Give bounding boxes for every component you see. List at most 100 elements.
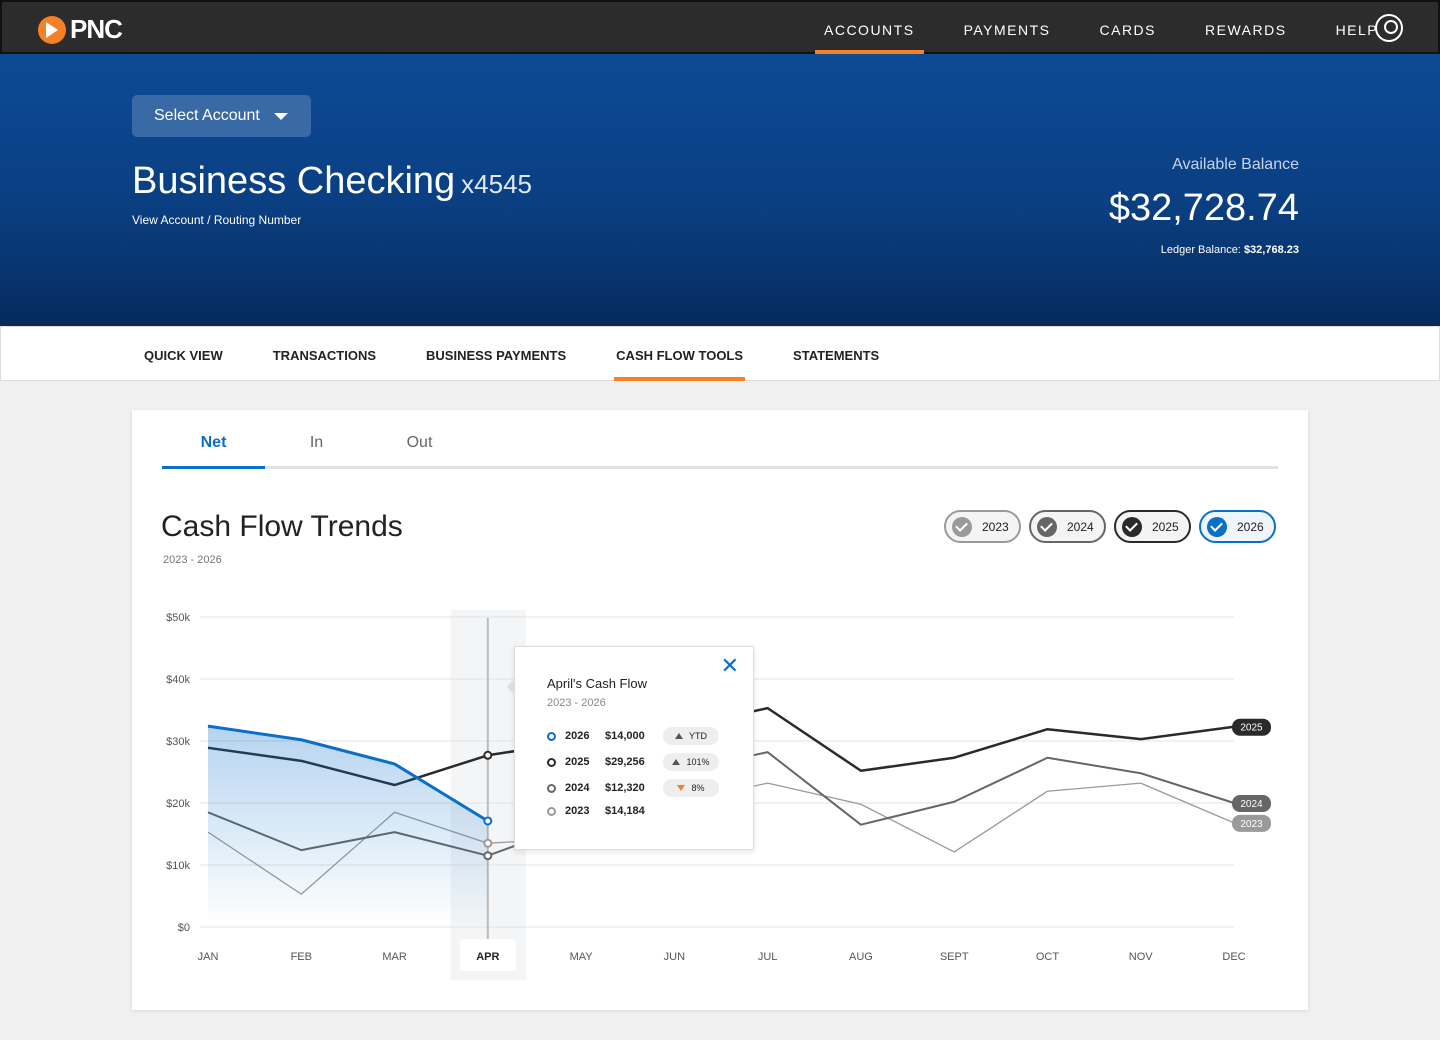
tab[interactable]: BUSINESS PAYMENTS xyxy=(426,348,567,363)
top-nav: PNC ACCOUNTS PAYMENTS CARDS REWARDS HELP xyxy=(0,0,1440,54)
x-tick-label: JUL xyxy=(758,951,778,963)
subtabs: Net In Out xyxy=(162,410,1278,469)
row-amount: $12,320 xyxy=(605,782,645,794)
tooltip-row: 2026 $14,000 YTD xyxy=(547,727,719,745)
change-badge: 8% xyxy=(663,779,719,797)
x-tick-label: MAY xyxy=(570,951,594,963)
account-name: Business Checking x4545 xyxy=(132,160,532,203)
select-account[interactable]: Select Account xyxy=(132,95,311,137)
account-header: Select Account Business Checking x4545 Vi… xyxy=(0,54,1440,326)
nav-item[interactable]: PAYMENTS xyxy=(963,22,1051,38)
ledger-label: Ledger Balance: xyxy=(1160,244,1241,256)
end-label: 2023 xyxy=(1240,819,1263,830)
nav-item[interactable]: HELP xyxy=(1335,22,1379,38)
logo-text: PNC xyxy=(70,14,123,44)
x-tick-label: FEB xyxy=(291,951,312,963)
balance-label: Available Balance xyxy=(1172,156,1299,173)
subtab[interactable]: Net xyxy=(162,410,265,469)
nav-item[interactable]: REWARDS xyxy=(1205,22,1287,38)
change-text: YTD xyxy=(689,731,707,741)
y-tick-label: $40k xyxy=(166,674,190,686)
y-tick-label: $20k xyxy=(166,798,190,810)
x-tick-label: JUN xyxy=(664,951,685,963)
row-year: 2024 xyxy=(565,782,590,794)
end-label-bg xyxy=(1232,795,1271,812)
logo[interactable]: PNC xyxy=(38,14,123,45)
y-tick-label: $50k xyxy=(166,612,190,624)
account-number: x4545 xyxy=(461,169,533,199)
tooltip-subtitle: 2023 - 2026 xyxy=(547,697,606,709)
account-title: Business Checking xyxy=(132,160,456,202)
y-tick-label: $30k xyxy=(166,736,190,748)
row-amount: $29,256 xyxy=(605,756,645,768)
change-badge: 101% xyxy=(663,753,719,771)
tab[interactable]: CASH FLOW TOOLS xyxy=(614,327,746,381)
x-tick-label: SEPT xyxy=(940,951,969,963)
ledger: Ledger Balance: $32,768.23 xyxy=(1161,244,1299,256)
series-area xyxy=(208,726,488,927)
row-year: 2023 xyxy=(565,805,590,817)
user-icon[interactable] xyxy=(1375,14,1403,42)
row-amount: $14,000 xyxy=(605,730,645,742)
y-tick-label: $0 xyxy=(178,922,190,934)
x-tick-label: NOV xyxy=(1129,951,1154,963)
x-tick-label: AUG xyxy=(849,951,873,963)
x-tick-label: MAR xyxy=(382,951,407,963)
x-tick-label: OCT xyxy=(1036,951,1060,963)
legend-label: 2025 xyxy=(1152,519,1179,534)
series-line xyxy=(207,724,489,823)
x-tick-label: JAN xyxy=(198,951,219,963)
ledger-value: $32,768.23 xyxy=(1243,244,1299,256)
end-label: 2024 xyxy=(1240,799,1263,810)
y-tick-label: $10k xyxy=(166,860,190,872)
change-text: 8% xyxy=(691,783,705,793)
legend-label: 2023 xyxy=(982,519,1009,534)
change-badge: YTD xyxy=(663,727,719,745)
balance: $32,728.74 xyxy=(1108,187,1299,229)
selected-point xyxy=(483,750,493,760)
nav-item[interactable]: ACCOUNTS xyxy=(815,2,924,54)
tooltip: ✕ April's Cash Flow 2023 - 2026 2026 $14,… xyxy=(507,646,754,850)
tab[interactable]: QUICK VIEW xyxy=(144,348,223,363)
cash-flow-card: Net In Out Cash Flow Trends 2023 - 2026 $0… xyxy=(132,410,1308,1010)
legend-chip[interactable]: 2026 xyxy=(1199,510,1276,543)
subtab[interactable]: Out xyxy=(406,434,433,451)
tab[interactable]: TRANSACTIONS xyxy=(272,348,377,363)
close-button[interactable]: ✕ xyxy=(720,653,739,678)
check-icon xyxy=(1122,516,1142,537)
selected-label-bg xyxy=(459,939,516,971)
subtab[interactable]: In xyxy=(309,434,324,451)
nav-item[interactable]: CARDS xyxy=(1099,22,1157,38)
selected-point xyxy=(483,838,493,848)
tooltip-row: 2025 $29,256 101% xyxy=(547,753,719,771)
legend-chip[interactable]: 2023 xyxy=(944,510,1021,543)
chart-title: Cash Flow Trends xyxy=(161,510,403,543)
legend-label: 2026 xyxy=(1237,519,1264,534)
check-icon xyxy=(1037,516,1057,537)
selected-point xyxy=(483,851,493,861)
end-label-bg xyxy=(1232,718,1271,736)
end-label: 2025 xyxy=(1240,723,1263,734)
x-tick-label: DEC xyxy=(1222,951,1245,963)
legend-chip[interactable]: 2025 xyxy=(1114,510,1191,543)
nav-items: ACCOUNTS PAYMENTS CARDS REWARDS HELP xyxy=(815,2,1418,54)
chart-subtitle: 2023 - 2026 xyxy=(163,554,222,566)
tooltip-row: 2024 $12,320 8% xyxy=(547,779,719,797)
check-icon xyxy=(1207,516,1227,537)
legend-label: 2024 xyxy=(1067,519,1094,534)
chart: Cash Flow Trends 2023 - 2026 $0 $10k $20k $30… xyxy=(161,510,1271,980)
row-amount: $14,184 xyxy=(605,805,645,817)
routing-link[interactable]: View Account / Routing Number xyxy=(132,213,302,227)
legend-chip[interactable]: 2024 xyxy=(1029,510,1106,543)
selected-point xyxy=(483,816,493,826)
change-text: 101% xyxy=(686,757,710,767)
tab[interactable]: STATEMENTS xyxy=(793,348,880,363)
account-tabs: QUICK VIEW TRANSACTIONS BUSINESS PAYMENT… xyxy=(0,326,1440,381)
end-label-bg xyxy=(1232,814,1271,832)
row-year: 2025 xyxy=(565,756,590,768)
row-year: 2026 xyxy=(565,730,590,742)
legend: 2023 2024 2025 2026 xyxy=(944,510,1276,543)
x-tick-label: APR xyxy=(476,951,499,963)
tooltip-title: April's Cash Flow xyxy=(547,676,648,691)
